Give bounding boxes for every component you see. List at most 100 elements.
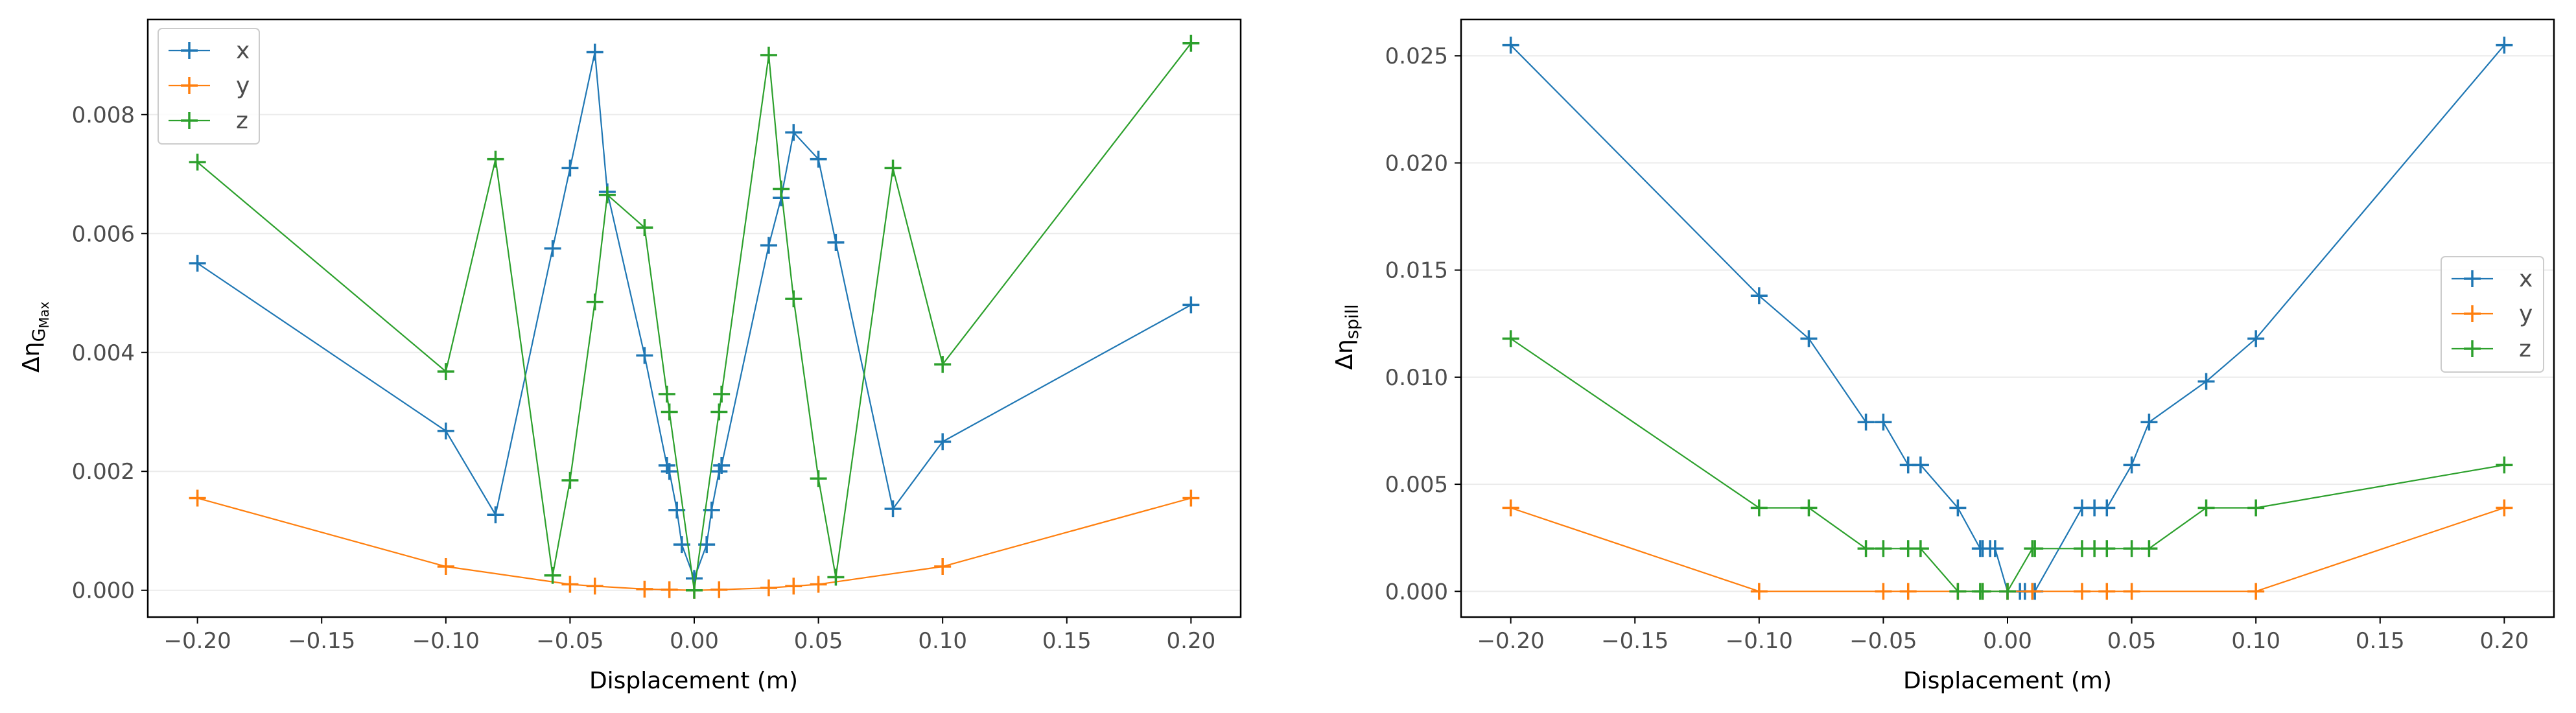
data-point-x — [1912, 456, 1929, 474]
x-axis-title: Displacement (m) — [589, 668, 798, 694]
data-point-y — [661, 581, 678, 598]
y-tick-label: 0.002 — [72, 459, 135, 485]
legend-label-z: z — [2519, 336, 2531, 362]
data-point-x — [2197, 373, 2215, 390]
data-point-x — [760, 237, 777, 254]
y-tick-label: 0.020 — [1385, 150, 1448, 176]
data-point-z — [544, 567, 561, 584]
data-point-y — [710, 581, 728, 598]
data-point-z — [487, 150, 504, 168]
data-point-z — [785, 290, 802, 308]
x-tick-label: −0.20 — [164, 628, 231, 654]
legend-marker-z — [2464, 340, 2481, 357]
data-point-z — [1974, 583, 1991, 600]
data-point-x — [1875, 414, 1892, 431]
data-point-z — [661, 403, 678, 421]
legend-marker-z — [181, 112, 198, 129]
data-point-x — [1750, 287, 1768, 305]
x-tick-label: −0.10 — [412, 628, 480, 654]
legend-marker-y — [2464, 305, 2481, 322]
data-point-x — [2496, 36, 2513, 54]
chart-spill: Displacement (m) Δηspill −0.20 −0.15 −0.10… — [1331, 18, 2555, 694]
plot-frame — [1460, 18, 2555, 618]
data-point-x — [2140, 414, 2158, 431]
x-tick-label: 0.20 — [1167, 628, 1216, 654]
y-axis-title: ΔηGMax — [18, 301, 52, 373]
data-point-z — [827, 568, 845, 586]
data-point-x — [1949, 499, 1967, 517]
x-axis-title: Displacement (m) — [1903, 668, 2112, 694]
x-tick-label: −0.05 — [536, 628, 603, 654]
data-point-x — [1182, 296, 1200, 314]
data-point-y — [785, 578, 802, 595]
data-point-z — [2026, 540, 2044, 557]
series-line-z — [196, 43, 1192, 590]
data-point-z — [686, 581, 703, 599]
y-tick-label: 0.025 — [1385, 43, 1448, 69]
data-point-y — [2098, 583, 2116, 600]
y-tick-label: 0.004 — [72, 340, 135, 366]
data-point-z — [2247, 499, 2265, 517]
data-point-y — [934, 558, 952, 576]
data-point-x — [1800, 330, 1818, 347]
series-line-x — [1510, 44, 2505, 592]
data-point-x — [636, 347, 653, 364]
data-point-z — [1999, 583, 2016, 600]
x-tick-label: 0.15 — [1042, 628, 1092, 654]
x-tick-label: 0.00 — [1983, 628, 2032, 654]
data-point-x — [934, 433, 952, 450]
x-tick-label: −0.15 — [1601, 628, 1669, 654]
data-point-z — [1875, 540, 1892, 557]
x-tick-label: 0.15 — [2356, 628, 2405, 654]
series-line-y — [1510, 507, 2505, 592]
y-tick-label: 0.000 — [72, 578, 135, 604]
data-point-y — [1899, 583, 1917, 600]
series-line-x — [196, 52, 1191, 581]
x-tick-label: −0.20 — [1477, 628, 1545, 654]
data-point-y — [561, 576, 579, 593]
x-tick-label: −0.05 — [1849, 628, 1917, 654]
data-point-x — [2123, 456, 2140, 474]
data-point-z — [1182, 34, 1200, 52]
legend-marker-x — [181, 42, 198, 59]
data-point-y — [1502, 499, 1519, 517]
data-point-x — [189, 255, 206, 272]
y-tick-label: 0.005 — [1385, 472, 1448, 498]
x-tick-label: 0.00 — [670, 628, 719, 654]
data-point-z — [1502, 330, 1519, 347]
data-point-x — [827, 234, 845, 251]
data-point-y — [2073, 583, 2090, 600]
data-point-x — [2098, 499, 2116, 517]
data-point-z — [1857, 540, 1875, 557]
data-point-x — [810, 150, 827, 168]
data-point-x — [661, 463, 678, 480]
data-point-z — [636, 219, 653, 237]
y-axis-title: Δηspill — [1331, 304, 1363, 369]
legend-marker-x — [2464, 270, 2481, 287]
data-point-z — [713, 385, 731, 403]
data-point-x — [437, 422, 454, 439]
data-point-y — [1182, 489, 1200, 507]
data-point-z — [189, 154, 206, 171]
y-tick-label: 0.010 — [1385, 365, 1448, 391]
x-tick-label: −0.10 — [1726, 628, 1793, 654]
data-point-y — [636, 580, 653, 598]
data-point-x — [586, 43, 603, 61]
data-point-z — [598, 186, 616, 204]
data-point-x — [884, 500, 902, 518]
data-point-y — [810, 576, 827, 593]
data-point-z — [1949, 583, 1967, 600]
legend-label-y: y — [236, 73, 250, 99]
data-point-z — [2123, 540, 2140, 557]
data-point-x — [2247, 330, 2265, 347]
legend-label-y: y — [2519, 301, 2533, 327]
data-point-z — [710, 403, 728, 421]
data-point-y — [2024, 583, 2041, 600]
data-point-x — [1986, 540, 2004, 557]
data-point-z — [586, 293, 603, 310]
data-point-y — [2123, 583, 2140, 600]
data-point-z — [658, 385, 675, 403]
y-tick-label: 0.008 — [72, 102, 135, 128]
data-point-x — [785, 124, 802, 141]
